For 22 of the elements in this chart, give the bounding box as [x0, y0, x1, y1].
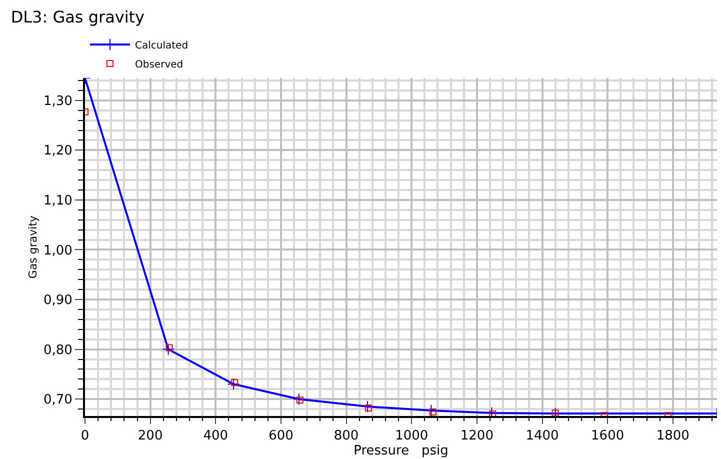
x-tick-label: 1600 — [591, 428, 624, 444]
y-tick-label: 1,30 — [43, 94, 72, 109]
y-tick-label: 1,00 — [43, 243, 72, 258]
x-tick-label: 1000 — [395, 428, 428, 444]
y-tick-label: 0,90 — [43, 293, 72, 308]
y-tick-label: 1,20 — [43, 144, 72, 159]
x-tick-label: 600 — [268, 428, 294, 444]
x-tick-label: 200 — [138, 428, 163, 444]
x-tick-label: 400 — [203, 428, 228, 444]
x-tick-label: 1800 — [656, 428, 690, 444]
chart-title: DL3: Gas gravity — [10, 8, 145, 27]
legend-label: Observed — [135, 59, 184, 70]
x-tick-label: 1200 — [460, 428, 494, 444]
x-tick-label: 0 — [80, 428, 90, 444]
x-tick-label: 800 — [334, 428, 359, 444]
y-tick-label: 0,80 — [43, 342, 72, 358]
y-tick-label: 0,70 — [43, 392, 72, 408]
y-tick-label: 1,10 — [43, 194, 72, 209]
x-tick-label: 1400 — [526, 428, 559, 444]
y-axis-title: Gas gravity — [26, 214, 40, 279]
legend-label: Calculated — [135, 40, 188, 52]
x-axis-title: Pressure psig — [354, 444, 448, 459]
